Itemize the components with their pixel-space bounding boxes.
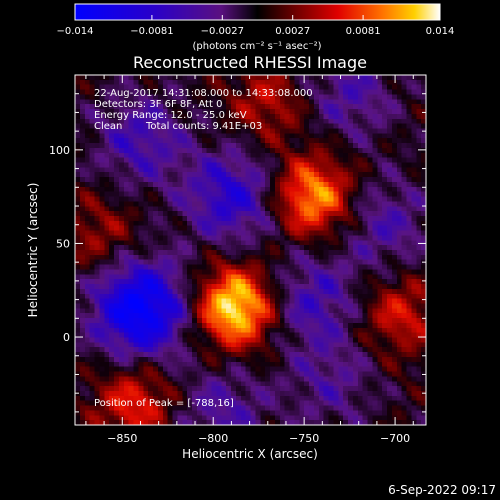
colorbar-tick-label: −0.0027 [201, 26, 244, 37]
colorbar-unit-label: (photons cm⁻² s⁻¹ asec⁻²) [192, 41, 321, 52]
footer-timestamp: 6-Sep-2022 09:17 [388, 483, 496, 497]
x-axis-label: Heliocentric X (arcsec) [182, 447, 318, 461]
colorbar-tick-label: 0.0027 [275, 26, 310, 37]
y-tick-label: 0 [63, 331, 70, 344]
x-tick-label: −800 [198, 432, 228, 445]
x-tick-label: −850 [107, 432, 137, 445]
colorbar-tick-label: 0.0081 [346, 26, 381, 37]
chart-title: Reconstructed RHESSI Image [133, 53, 367, 72]
colorbar-tick-label: −0.014 [56, 26, 93, 37]
annotation-counts: Total counts: 9.41E+03 [145, 121, 262, 132]
annotation-energy: Energy Range: 12.0 - 25.0 keV [94, 110, 247, 121]
colorbar [74, 3, 441, 21]
y-tick-label: 100 [49, 144, 70, 157]
colorbar-tick-label: 0.014 [426, 26, 455, 37]
annotation-detectors: Detectors: 3F 6F 8F, Att 0 [94, 99, 222, 110]
x-tick-label: −700 [380, 432, 410, 445]
annotation-time-range: 22-Aug-2017 14:31:08.000 to 14:33:08.000 [94, 88, 313, 99]
y-axis-ticks: 0 50 100 [49, 74, 426, 413]
annotation-peak: Position of Peak = [-788,16] [94, 398, 234, 409]
heatmap-image [75, 75, 426, 425]
annotation-algorithm: Clean [94, 121, 122, 132]
x-tick-label: −750 [289, 432, 319, 445]
plot-frame [74, 74, 427, 426]
colorbar-ticks: −0.014 −0.0081 −0.0027 0.0027 0.0081 0.014 [56, 15, 454, 37]
x-axis-ticks: −850 −800 −750 −700 [85, 75, 414, 445]
y-axis-label: Heliocentric Y (arcsec) [26, 183, 40, 318]
colorbar-tick-label: −0.0081 [130, 26, 173, 37]
y-tick-label: 50 [56, 237, 70, 250]
